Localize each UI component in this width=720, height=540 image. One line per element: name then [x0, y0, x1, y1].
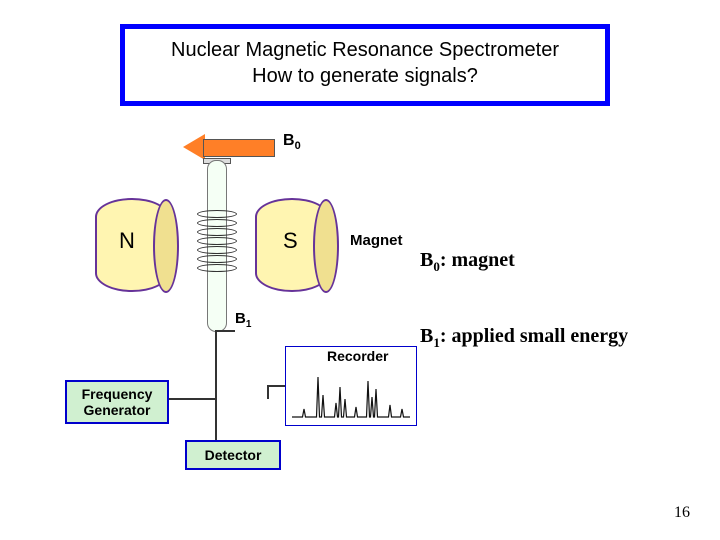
arrow-head-icon	[183, 134, 205, 160]
detector-label: Detector	[205, 447, 262, 463]
coil-turn	[197, 210, 237, 218]
recorder-label: Recorder	[327, 348, 388, 364]
annotation-b0: B0: magnet	[420, 249, 515, 275]
coil-turn	[197, 255, 237, 263]
detector-box: Detector	[185, 440, 281, 470]
b1-sub: 1	[246, 319, 252, 330]
annotation-b1: B1: applied small energy	[420, 325, 628, 351]
wire	[215, 330, 235, 332]
magnet-s-label: S	[283, 228, 298, 254]
title-line-1: Nuclear Magnetic Resonance Spectrometer	[135, 37, 595, 63]
b1-symbol: B	[235, 310, 246, 327]
magnet-n-label: N	[119, 228, 135, 254]
page-number: 16	[674, 504, 690, 522]
arrow-shaft	[203, 139, 275, 157]
wire	[267, 385, 269, 399]
b0-arrow-label: B0	[283, 132, 301, 152]
coil-turn	[197, 219, 237, 227]
wire	[267, 385, 285, 387]
b1-label: B1	[235, 310, 251, 330]
anno-b1-sym: B	[420, 325, 433, 347]
wire	[215, 330, 217, 442]
b0-sub: 0	[295, 140, 301, 152]
magnet-label: Magnet	[350, 232, 403, 249]
anno-b1-text: : applied small energy	[440, 325, 628, 347]
coil-turn	[197, 237, 237, 245]
coil-turn	[197, 246, 237, 254]
anno-b0-text: : magnet	[440, 249, 515, 271]
anno-b0-sym: B	[420, 249, 433, 271]
spectrum-icon	[290, 373, 412, 421]
frequency-generator-label: Frequency Generator	[82, 386, 153, 418]
frequency-generator-box: Frequency Generator	[65, 380, 169, 424]
coil-turn	[197, 264, 237, 272]
title-line-2: How to generate signals?	[135, 63, 595, 89]
coil-turn	[197, 228, 237, 236]
nmr-diagram: B0 N S Magnet B1 Frequency Generator Det…	[95, 130, 425, 470]
b0-symbol: B	[283, 132, 295, 149]
b0-arrow	[183, 136, 273, 158]
title-box: Nuclear Magnetic Resonance Spectrometer …	[120, 24, 610, 106]
